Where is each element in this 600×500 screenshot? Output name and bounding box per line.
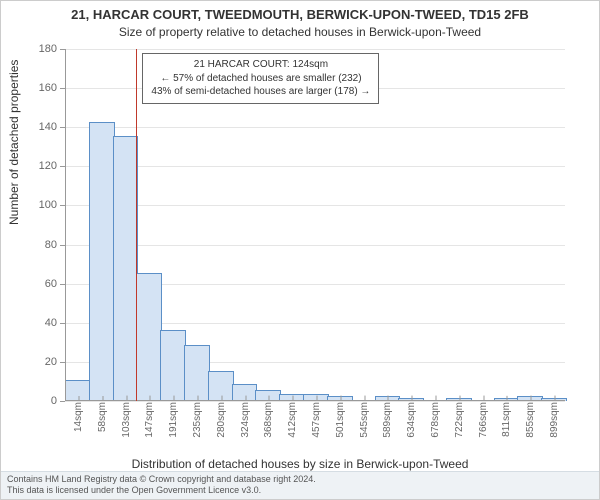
x-tick: 58sqm [97,402,108,432]
y-tick: 120 [39,160,57,172]
callout-line-2: ← 57% of detached houses are smaller (23… [151,72,370,86]
y-tick: 180 [39,43,57,55]
x-tick: 412sqm [287,402,298,438]
chart-card: 21, HARCAR COURT, TWEEDMOUTH, BERWICK-UP… [0,0,600,500]
x-tick: 811sqm [501,402,512,437]
x-tick: 634sqm [406,402,417,438]
x-tick: 766sqm [478,402,489,438]
y-tick: 100 [39,199,57,211]
x-tick: 368sqm [263,402,274,438]
y-tick: 20 [45,356,57,368]
callout-line-1: 21 HARCAR COURT: 124sqm [151,58,370,72]
y-tick: 60 [45,278,57,290]
x-tick: 324sqm [240,402,251,438]
y-tick: 140 [39,121,57,133]
y-tick: 0 [51,395,57,407]
chart-subtitle: Size of property relative to detached ho… [1,25,599,39]
x-tick: 501sqm [335,402,346,438]
x-tick: 14sqm [73,402,84,432]
x-tick: 855sqm [525,402,536,438]
x-tick: 103sqm [121,402,132,438]
x-tick: 457sqm [311,402,322,438]
footer: Contains HM Land Registry data © Crown c… [1,471,599,500]
y-tick: 160 [39,82,57,94]
chart-title: 21, HARCAR COURT, TWEEDMOUTH, BERWICK-UP… [1,7,599,22]
x-tick: 147sqm [144,402,155,438]
callout-box: 21 HARCAR COURT: 124sqm ← 57% of detache… [142,53,379,104]
x-tick: 235sqm [192,402,203,438]
x-tick: 545sqm [359,402,370,438]
x-tick: 899sqm [549,402,560,438]
footer-line-2: This data is licensed under the Open Gov… [7,485,593,496]
x-tick: 678sqm [430,402,441,438]
x-tick: 191sqm [168,402,179,438]
reference-line [136,49,137,401]
x-tick: 722sqm [454,402,465,438]
y-axis-label: Number of detached properties [7,60,21,225]
footer-line-1: Contains HM Land Registry data © Crown c… [7,474,593,485]
x-tick: 589sqm [382,402,393,438]
x-tick: 280sqm [216,402,227,438]
y-tick: 80 [45,239,57,251]
x-axis-label: Distribution of detached houses by size … [1,457,599,471]
plot-area: 020406080100120140160180 14sqm58sqm103sq… [65,49,565,401]
y-tick: 40 [45,317,57,329]
callout-line-3: 43% of semi-detached houses are larger (… [151,85,370,99]
